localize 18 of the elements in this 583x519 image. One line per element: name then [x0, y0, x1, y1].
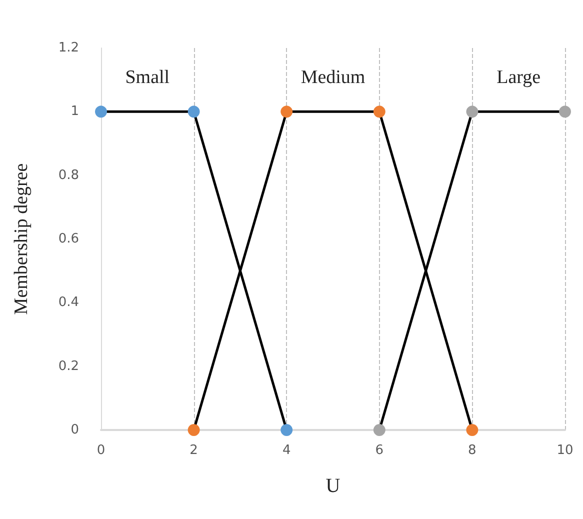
x-tick-label: 2 [190, 443, 198, 458]
x-tick-label: 4 [282, 443, 291, 458]
series-label: Medium [300, 67, 366, 88]
y-tick-label: 0 [70, 422, 79, 438]
y-tick-label: 1.2 [58, 40, 79, 56]
y-tick-label: 0.6 [58, 232, 79, 246]
x-tick-label: 8 [468, 443, 476, 458]
x-tick-label: 6 [375, 443, 384, 458]
y-tick-label: 0.4 [58, 295, 79, 310]
x-tick-label: 10 [556, 443, 574, 458]
y-tick-label: 1 [70, 104, 79, 120]
series-label: Large [496, 67, 541, 88]
y-tick-label: 0.2 [58, 358, 79, 374]
x-axis-title: U [326, 475, 341, 497]
series-label: Small [125, 67, 170, 88]
y-axis-title: Membership degree [11, 163, 32, 315]
x-tick-label: 0 [96, 443, 106, 458]
y-tick-label: 0.8 [58, 168, 79, 183]
